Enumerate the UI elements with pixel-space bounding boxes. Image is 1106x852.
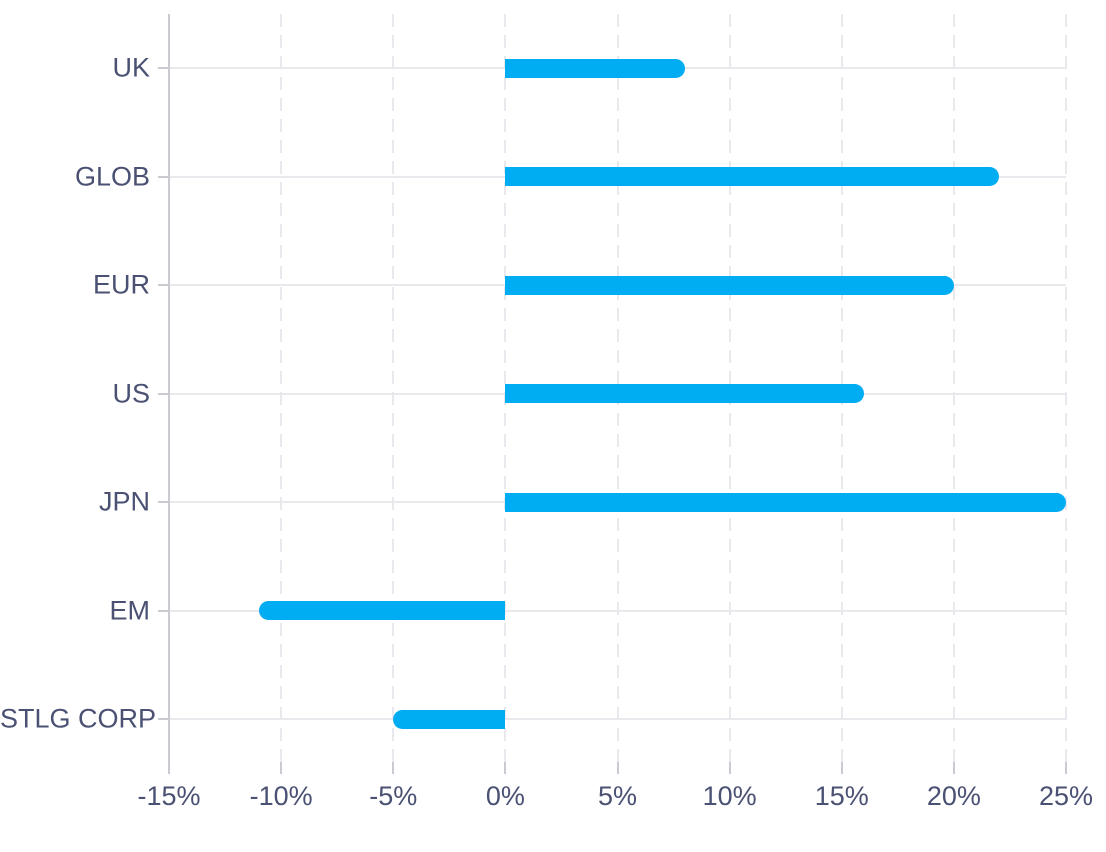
category-label-eur: EUR xyxy=(92,269,150,300)
bar-jpn xyxy=(505,492,1066,512)
bar-em xyxy=(258,601,506,620)
x-axis-tick-mark xyxy=(504,762,507,774)
x-tick-label: -5% xyxy=(369,781,418,811)
x-tick-label: -15% xyxy=(137,781,201,811)
y-axis-tick-mark xyxy=(158,175,169,178)
bar-glob xyxy=(505,167,999,186)
x-tick-label: 0% xyxy=(485,781,525,811)
category-label-us: US xyxy=(112,378,150,408)
x-axis-tick-mark xyxy=(616,762,619,774)
y-axis-line xyxy=(168,14,170,774)
x-axis-tick-mark xyxy=(840,762,843,774)
y-axis-tick-mark xyxy=(158,392,169,395)
category-label-em: EM xyxy=(109,595,151,625)
x-axis-tick-mark xyxy=(952,762,955,774)
y-axis-tick-mark xyxy=(158,67,169,69)
x-tick-label: -10% xyxy=(249,781,313,811)
y-axis-tick-mark xyxy=(158,501,169,503)
gridline-v xyxy=(280,14,283,762)
x-axis-tick-mark xyxy=(280,762,283,774)
bar-eur xyxy=(505,275,954,295)
x-tick-label: 5% xyxy=(597,781,638,811)
y-axis-tick-mark xyxy=(158,284,169,286)
gridline-v xyxy=(1065,14,1067,762)
category-label-glob: GLOB xyxy=(74,161,150,191)
bar-uk xyxy=(505,58,685,78)
y-axis-tick-mark xyxy=(158,609,169,612)
gridline-v xyxy=(392,14,395,762)
bar-stlg-corp xyxy=(393,709,506,729)
bar-us xyxy=(505,384,865,403)
x-tick-label: 15% xyxy=(814,781,869,811)
category-label-jpn: JPN xyxy=(98,486,150,517)
category-label-uk: UK xyxy=(112,52,150,83)
x-axis-tick-mark xyxy=(1065,762,1067,774)
x-axis-tick-mark xyxy=(728,762,731,774)
gridline-v xyxy=(952,14,955,762)
x-tick-label: 25% xyxy=(1038,781,1094,811)
x-tick-label: 10% xyxy=(702,781,757,811)
x-axis-tick-mark xyxy=(392,762,395,774)
category-label-stlg-corp: STLG CORP xyxy=(0,703,157,734)
x-tick-label: 20% xyxy=(926,781,981,811)
y-axis-tick-mark xyxy=(158,718,169,720)
